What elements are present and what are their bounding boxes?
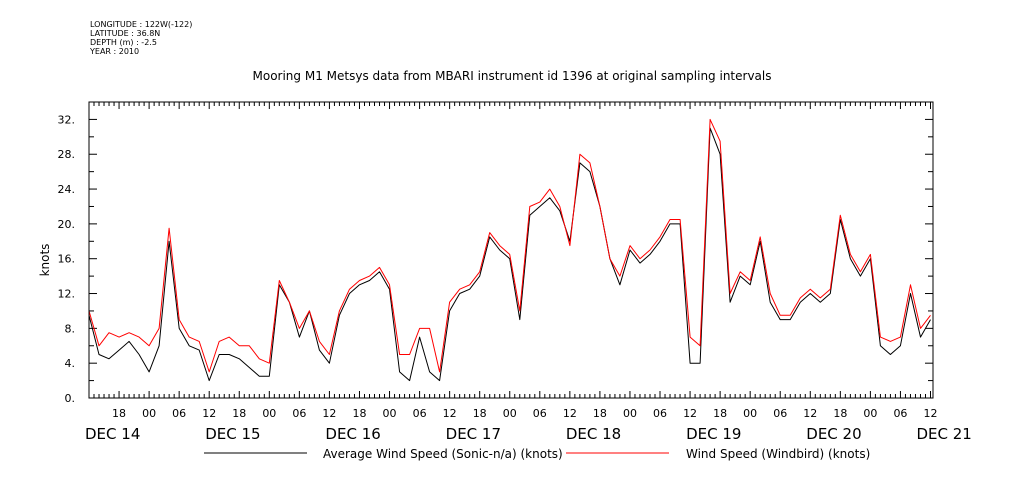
day-labels: DEC 14 DEC 15 DEC 16 DEC 17 DEC 18 DEC 19 DEC … bbox=[85, 425, 972, 443]
x-tick-label: 18 bbox=[713, 407, 727, 420]
y-axis-label: knots bbox=[38, 244, 52, 277]
x-tick-label: 00 bbox=[142, 407, 156, 420]
metadata-block: LONGITUDE : 122W(-122) LATITUDE : 36.8N … bbox=[90, 20, 192, 56]
x-tick-label: 12 bbox=[443, 407, 457, 420]
x-tick-label: 00 bbox=[383, 407, 397, 420]
x-tick-label: 06 bbox=[653, 407, 667, 420]
x-tick-label: 18 bbox=[473, 407, 487, 420]
x-tick-label: 18 bbox=[112, 407, 126, 420]
y-tick-label: 0. bbox=[65, 392, 76, 405]
legend-label: Average Wind Speed (Sonic-n/a) (knots) bbox=[323, 447, 563, 461]
day-label: DEC 17 bbox=[446, 425, 501, 443]
x-tick-label: 18 bbox=[593, 407, 607, 420]
x-tick-label: 12 bbox=[803, 407, 817, 420]
legend: Average Wind Speed (Sonic-n/a) (knots) Wi… bbox=[204, 447, 870, 461]
series-group bbox=[88, 118, 931, 382]
x-tick-label: 00 bbox=[863, 407, 877, 420]
series-line-sonic bbox=[88, 127, 931, 382]
x-tick-label: 00 bbox=[623, 407, 637, 420]
x-tick-label: 00 bbox=[262, 407, 276, 420]
x-tick-label: 12 bbox=[683, 407, 697, 420]
y-tick-label: 16. bbox=[58, 253, 76, 266]
x-tick-label: 06 bbox=[773, 407, 787, 420]
x-tick-labels: 18 00 06 12 18 00 06 12 18 00 06 12 18 00 06 12 18 00 06 12… bbox=[112, 407, 937, 420]
plot-frame bbox=[88, 101, 934, 399]
x-tick-label: 12 bbox=[563, 407, 577, 420]
x-tick-label: 06 bbox=[172, 407, 186, 420]
y-tick-label: 20. bbox=[58, 218, 76, 231]
x-tick-label: 18 bbox=[833, 407, 847, 420]
x-tick-label: 12 bbox=[202, 407, 216, 420]
series-line-windbird bbox=[88, 118, 931, 373]
y-tick-label: 4. bbox=[65, 357, 76, 370]
legend-label: Wind Speed (Windbird) (knots) bbox=[686, 447, 870, 461]
y-tick-label: 28. bbox=[58, 148, 76, 161]
day-label: DEC 14 bbox=[85, 425, 140, 443]
axis-ticks bbox=[88, 101, 933, 399]
depth-text: DEPTH (m) : -2.5 bbox=[90, 38, 157, 47]
x-tick-label: 06 bbox=[893, 407, 907, 420]
day-label: DEC 18 bbox=[566, 425, 621, 443]
day-label: DEC 15 bbox=[205, 425, 260, 443]
y-tick-label: 8. bbox=[65, 322, 76, 335]
day-label: DEC 20 bbox=[806, 425, 861, 443]
y-tick-label: 12. bbox=[58, 288, 76, 301]
x-tick-label: 12 bbox=[322, 407, 336, 420]
day-label: DEC 16 bbox=[325, 425, 380, 443]
year-text: YEAR : 2010 bbox=[90, 47, 140, 56]
y-tick-label: 32. bbox=[58, 113, 76, 126]
x-tick-label: 00 bbox=[743, 407, 757, 420]
x-tick-label: 18 bbox=[352, 407, 366, 420]
latitude-text: LATITUDE : 36.8N bbox=[90, 29, 161, 38]
y-tick-labels: 0. 4. 8. 12. 16. 20. 24. 28. 32. bbox=[58, 113, 76, 405]
longitude-text: LONGITUDE : 122W(-122) bbox=[90, 20, 193, 29]
day-label: DEC 19 bbox=[686, 425, 741, 443]
x-tick-label: 12 bbox=[923, 407, 937, 420]
y-tick-label: 24. bbox=[58, 183, 76, 196]
x-tick-label: 18 bbox=[232, 407, 246, 420]
x-tick-label: 06 bbox=[413, 407, 427, 420]
chart-title: Mooring M1 Metsys data from MBARI instru… bbox=[253, 69, 772, 83]
x-tick-label: 06 bbox=[533, 407, 547, 420]
day-label: DEC 21 bbox=[916, 425, 971, 443]
x-tick-label: 06 bbox=[292, 407, 306, 420]
x-tick-label: 00 bbox=[503, 407, 517, 420]
